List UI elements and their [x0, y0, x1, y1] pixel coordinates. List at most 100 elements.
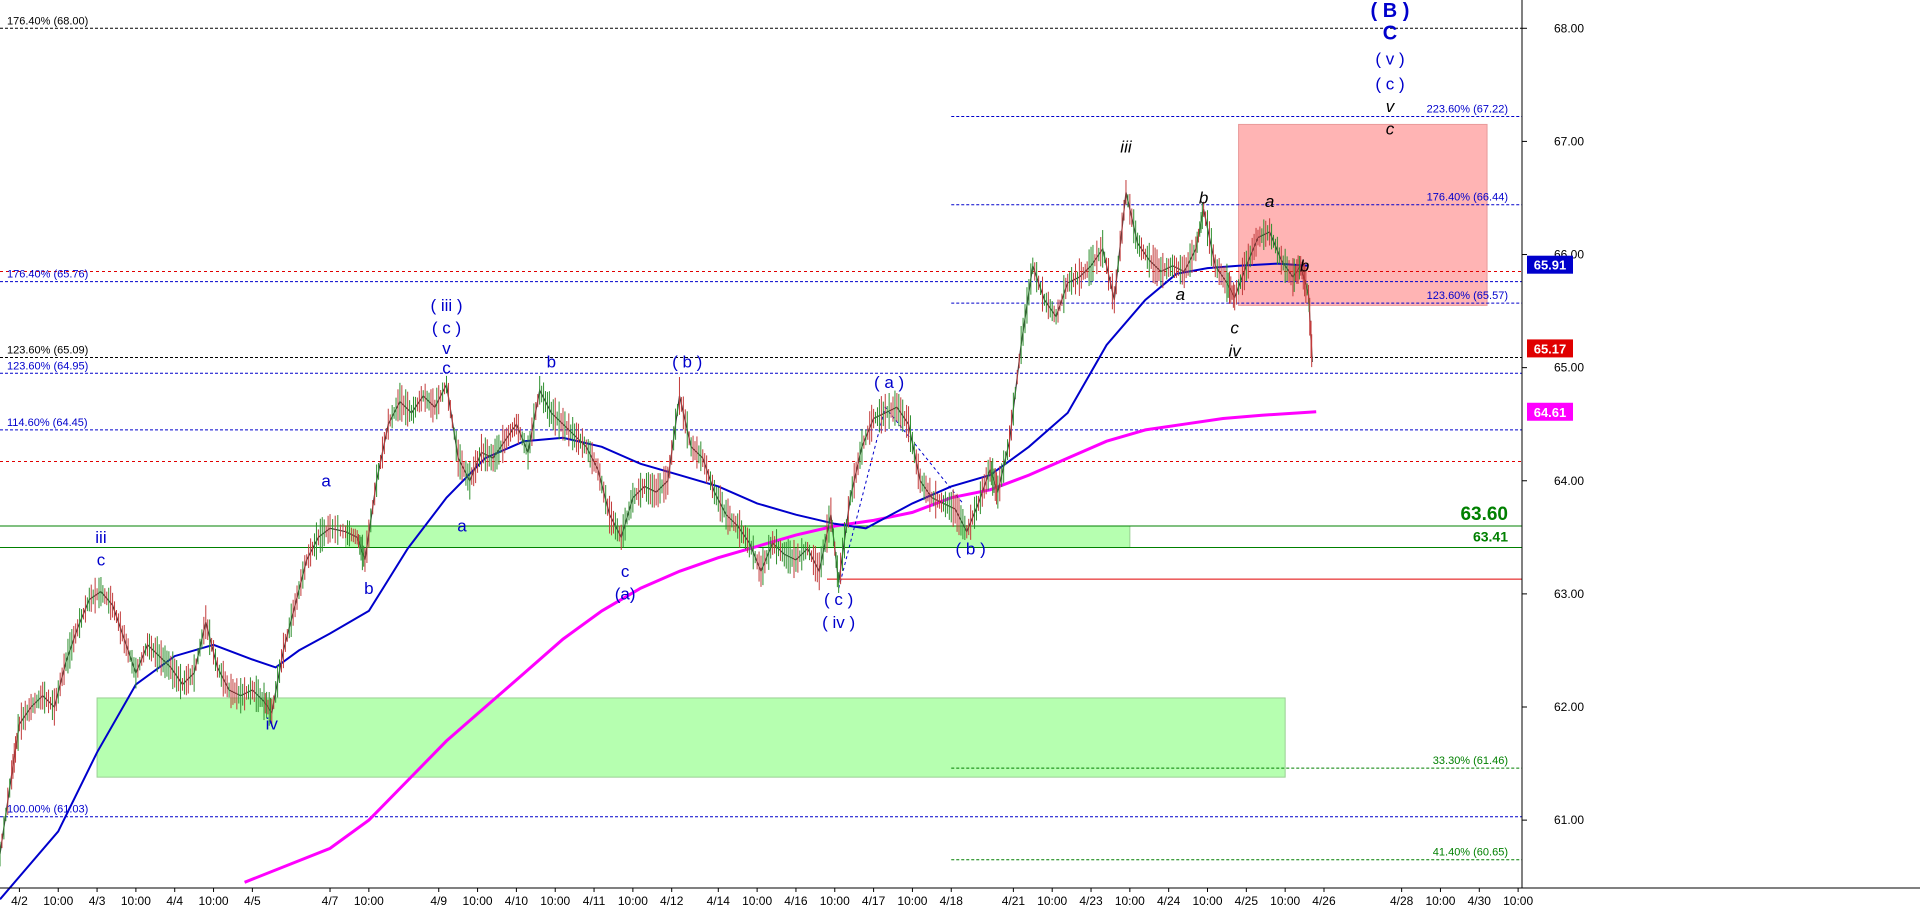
- wave-label-17: ( c ): [824, 590, 853, 609]
- magenta-moving-average: [244, 410, 1317, 884]
- price-tick-label-8: 68.00: [1554, 21, 1584, 35]
- fib-label-5: 114.60% (64.45): [7, 417, 88, 429]
- time-tick-label-35: 4/30: [1468, 894, 1492, 908]
- time-tick-label-15: 10:00: [618, 894, 648, 908]
- price-tick-label-7: 67.00: [1554, 134, 1584, 148]
- time-tick-label-25: 10:00: [1037, 894, 1067, 908]
- price-tick-label-5: 65.00: [1554, 361, 1584, 375]
- time-tick-label-11: 10:00: [463, 894, 493, 908]
- time-tick-label-34: 10:00: [1425, 894, 1455, 908]
- wave-label-3: iv: [266, 715, 279, 734]
- time-tick-label-29: 10:00: [1192, 894, 1222, 908]
- wave-label-22: c: [1230, 319, 1239, 338]
- wave-label-6: ( iii ): [430, 296, 462, 315]
- wave-label-4: a: [321, 471, 331, 490]
- fib-label-2: 176.40% (65.76): [7, 269, 88, 281]
- target-zone: [1238, 123, 1488, 306]
- wave-label-24: a: [1265, 192, 1274, 211]
- time-tick-label-31: 10:00: [1270, 894, 1300, 908]
- fib-label-4: 123.60% (64.95): [7, 360, 88, 372]
- fib-label-10: 33.30% (61.46): [1433, 755, 1508, 767]
- support-zone-2: [96, 697, 1286, 778]
- wave-label-5: b: [364, 579, 373, 598]
- price-tick-label-4: 64.00: [1554, 474, 1584, 488]
- time-tick-label-18: 10:00: [742, 894, 772, 908]
- blue-moving-average: [0, 262, 1309, 900]
- time-tick-label-24: 4/21: [1002, 894, 1026, 908]
- time-tick-label-19: 4/16: [784, 894, 808, 908]
- time-tick-label-32: 4/26: [1312, 894, 1336, 908]
- fib-label-3: 123.60% (65.09): [7, 344, 88, 356]
- fib-label-11: 41.40% (60.65): [1433, 847, 1508, 859]
- fib-label-6: 100.00% (61.03): [7, 804, 88, 816]
- wave-label-23: iv: [1229, 341, 1243, 360]
- time-tick-label-17: 4/14: [707, 894, 731, 908]
- fib-label-1: 176.40% (68.00): [7, 15, 88, 27]
- wave-label-11: b: [547, 353, 556, 372]
- price-tag-bg-2: [1527, 339, 1573, 358]
- wave-label-29: ( c ): [1375, 74, 1404, 93]
- price-tag-1: 65.91: [1534, 258, 1567, 273]
- time-tick-label-16: 4/12: [660, 894, 684, 908]
- wave-label-25: b: [1300, 256, 1309, 275]
- wave-label-10: a: [457, 517, 467, 536]
- time-tick-label-22: 10:00: [897, 894, 927, 908]
- time-tick-label-8: 4/7: [322, 894, 339, 908]
- time-tick-label-1: 4/2: [11, 894, 28, 908]
- time-tick-label-28: 4/24: [1157, 894, 1181, 908]
- time-tick-label-7: 4/5: [244, 894, 261, 908]
- price-tick-label-1: 61.00: [1554, 813, 1584, 827]
- wave-label-8: v: [442, 339, 451, 358]
- wave-label-19: iii: [1120, 138, 1133, 157]
- labels-layer: 176.40% (68.00) 176.40% (65.76) 123.60% (6…: [7, 0, 1508, 859]
- time-tick-label-23: 4/18: [940, 894, 964, 908]
- time-tick-label-12: 4/10: [505, 894, 529, 908]
- time-tick-label-6: 10:00: [199, 894, 229, 908]
- wave-label-1: iii: [95, 528, 106, 547]
- time-tick-label-33: 4/28: [1390, 894, 1414, 908]
- price-tick-label-3: 63.00: [1554, 587, 1584, 601]
- time-tick-label-10: 4/9: [430, 894, 447, 908]
- fib-label-7: 223.60% (67.22): [1427, 104, 1508, 116]
- time-tick-label-2: 10:00: [43, 894, 73, 908]
- wave-label-30: v: [1386, 97, 1396, 116]
- time-tick-label-13: 10:00: [540, 894, 570, 908]
- wave-label-9: c: [442, 358, 451, 377]
- price-tag-bg-3: [1527, 402, 1573, 421]
- level-label-1: 63.60: [1460, 504, 1508, 525]
- wave-label-7: ( c ): [432, 319, 461, 338]
- level-label-2: 63.41: [1473, 529, 1508, 545]
- time-tick-label-26: 4/23: [1079, 894, 1103, 908]
- wave-label-26: ( B ): [1371, 0, 1410, 22]
- wave-label-28: ( v ): [1375, 49, 1404, 68]
- time-tick-label-27: 10:00: [1115, 894, 1145, 908]
- time-tick-label-3: 4/3: [89, 894, 106, 908]
- price-layer: [0, 180, 1313, 867]
- wave-label-14: ( b ): [672, 353, 702, 372]
- time-tick-label-5: 4/4: [166, 894, 183, 908]
- price-tag-3: 64.61: [1534, 405, 1567, 420]
- price-tag-bg-1: [1527, 255, 1573, 274]
- wave-label-20: b: [1199, 189, 1208, 208]
- time-tick-label-9: 10:00: [354, 894, 384, 908]
- wave-label-27: C: [1383, 23, 1397, 45]
- price-tick-label-2: 62.00: [1554, 700, 1584, 714]
- price-tag-2: 65.17: [1534, 341, 1567, 356]
- wave-label-2: c: [97, 551, 106, 570]
- time-tick-label-14: 4/11: [583, 894, 606, 908]
- wave-label-15: ( a ): [874, 373, 904, 392]
- fib-label-8: 176.40% (66.44): [1427, 192, 1508, 204]
- zones-layer: [96, 123, 1488, 778]
- wave-label-12: c: [621, 562, 630, 581]
- time-tick-label-30: 4/25: [1235, 894, 1259, 908]
- wave-label-18: ( iv ): [822, 613, 855, 632]
- time-tick-label-36: 10:00: [1503, 894, 1533, 908]
- time-tick-label-4: 10:00: [121, 894, 151, 908]
- wave-label-21: a: [1176, 285, 1185, 304]
- wave-label-13: (a): [615, 585, 636, 604]
- fib-label-9: 123.60% (65.57): [1427, 290, 1508, 302]
- wave-label-16: ( b ): [956, 539, 986, 558]
